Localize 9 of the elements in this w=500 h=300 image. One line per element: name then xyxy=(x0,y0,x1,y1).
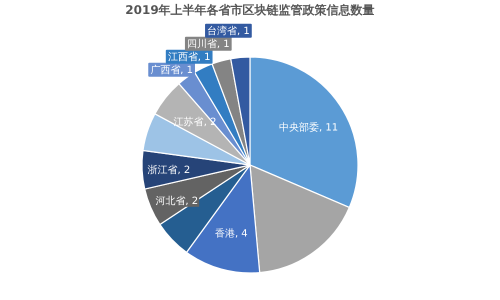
slice-label: 四川省, 1 xyxy=(186,38,230,50)
slice-label: 河北省, 2 xyxy=(155,194,198,207)
slice-label: 浙江省, 2 xyxy=(148,164,190,176)
slice-label: 台湾省, 1 xyxy=(207,24,250,37)
slice-label: 江西省, 1 xyxy=(168,50,211,63)
chart-title: 2019年上半年各省市区块链监管政策信息数量 xyxy=(125,3,375,17)
slice-label: 中央部委, 11 xyxy=(279,121,338,134)
slice-label: 香港, 4 xyxy=(214,228,248,240)
slice-label: 广西省, 1 xyxy=(150,64,193,76)
